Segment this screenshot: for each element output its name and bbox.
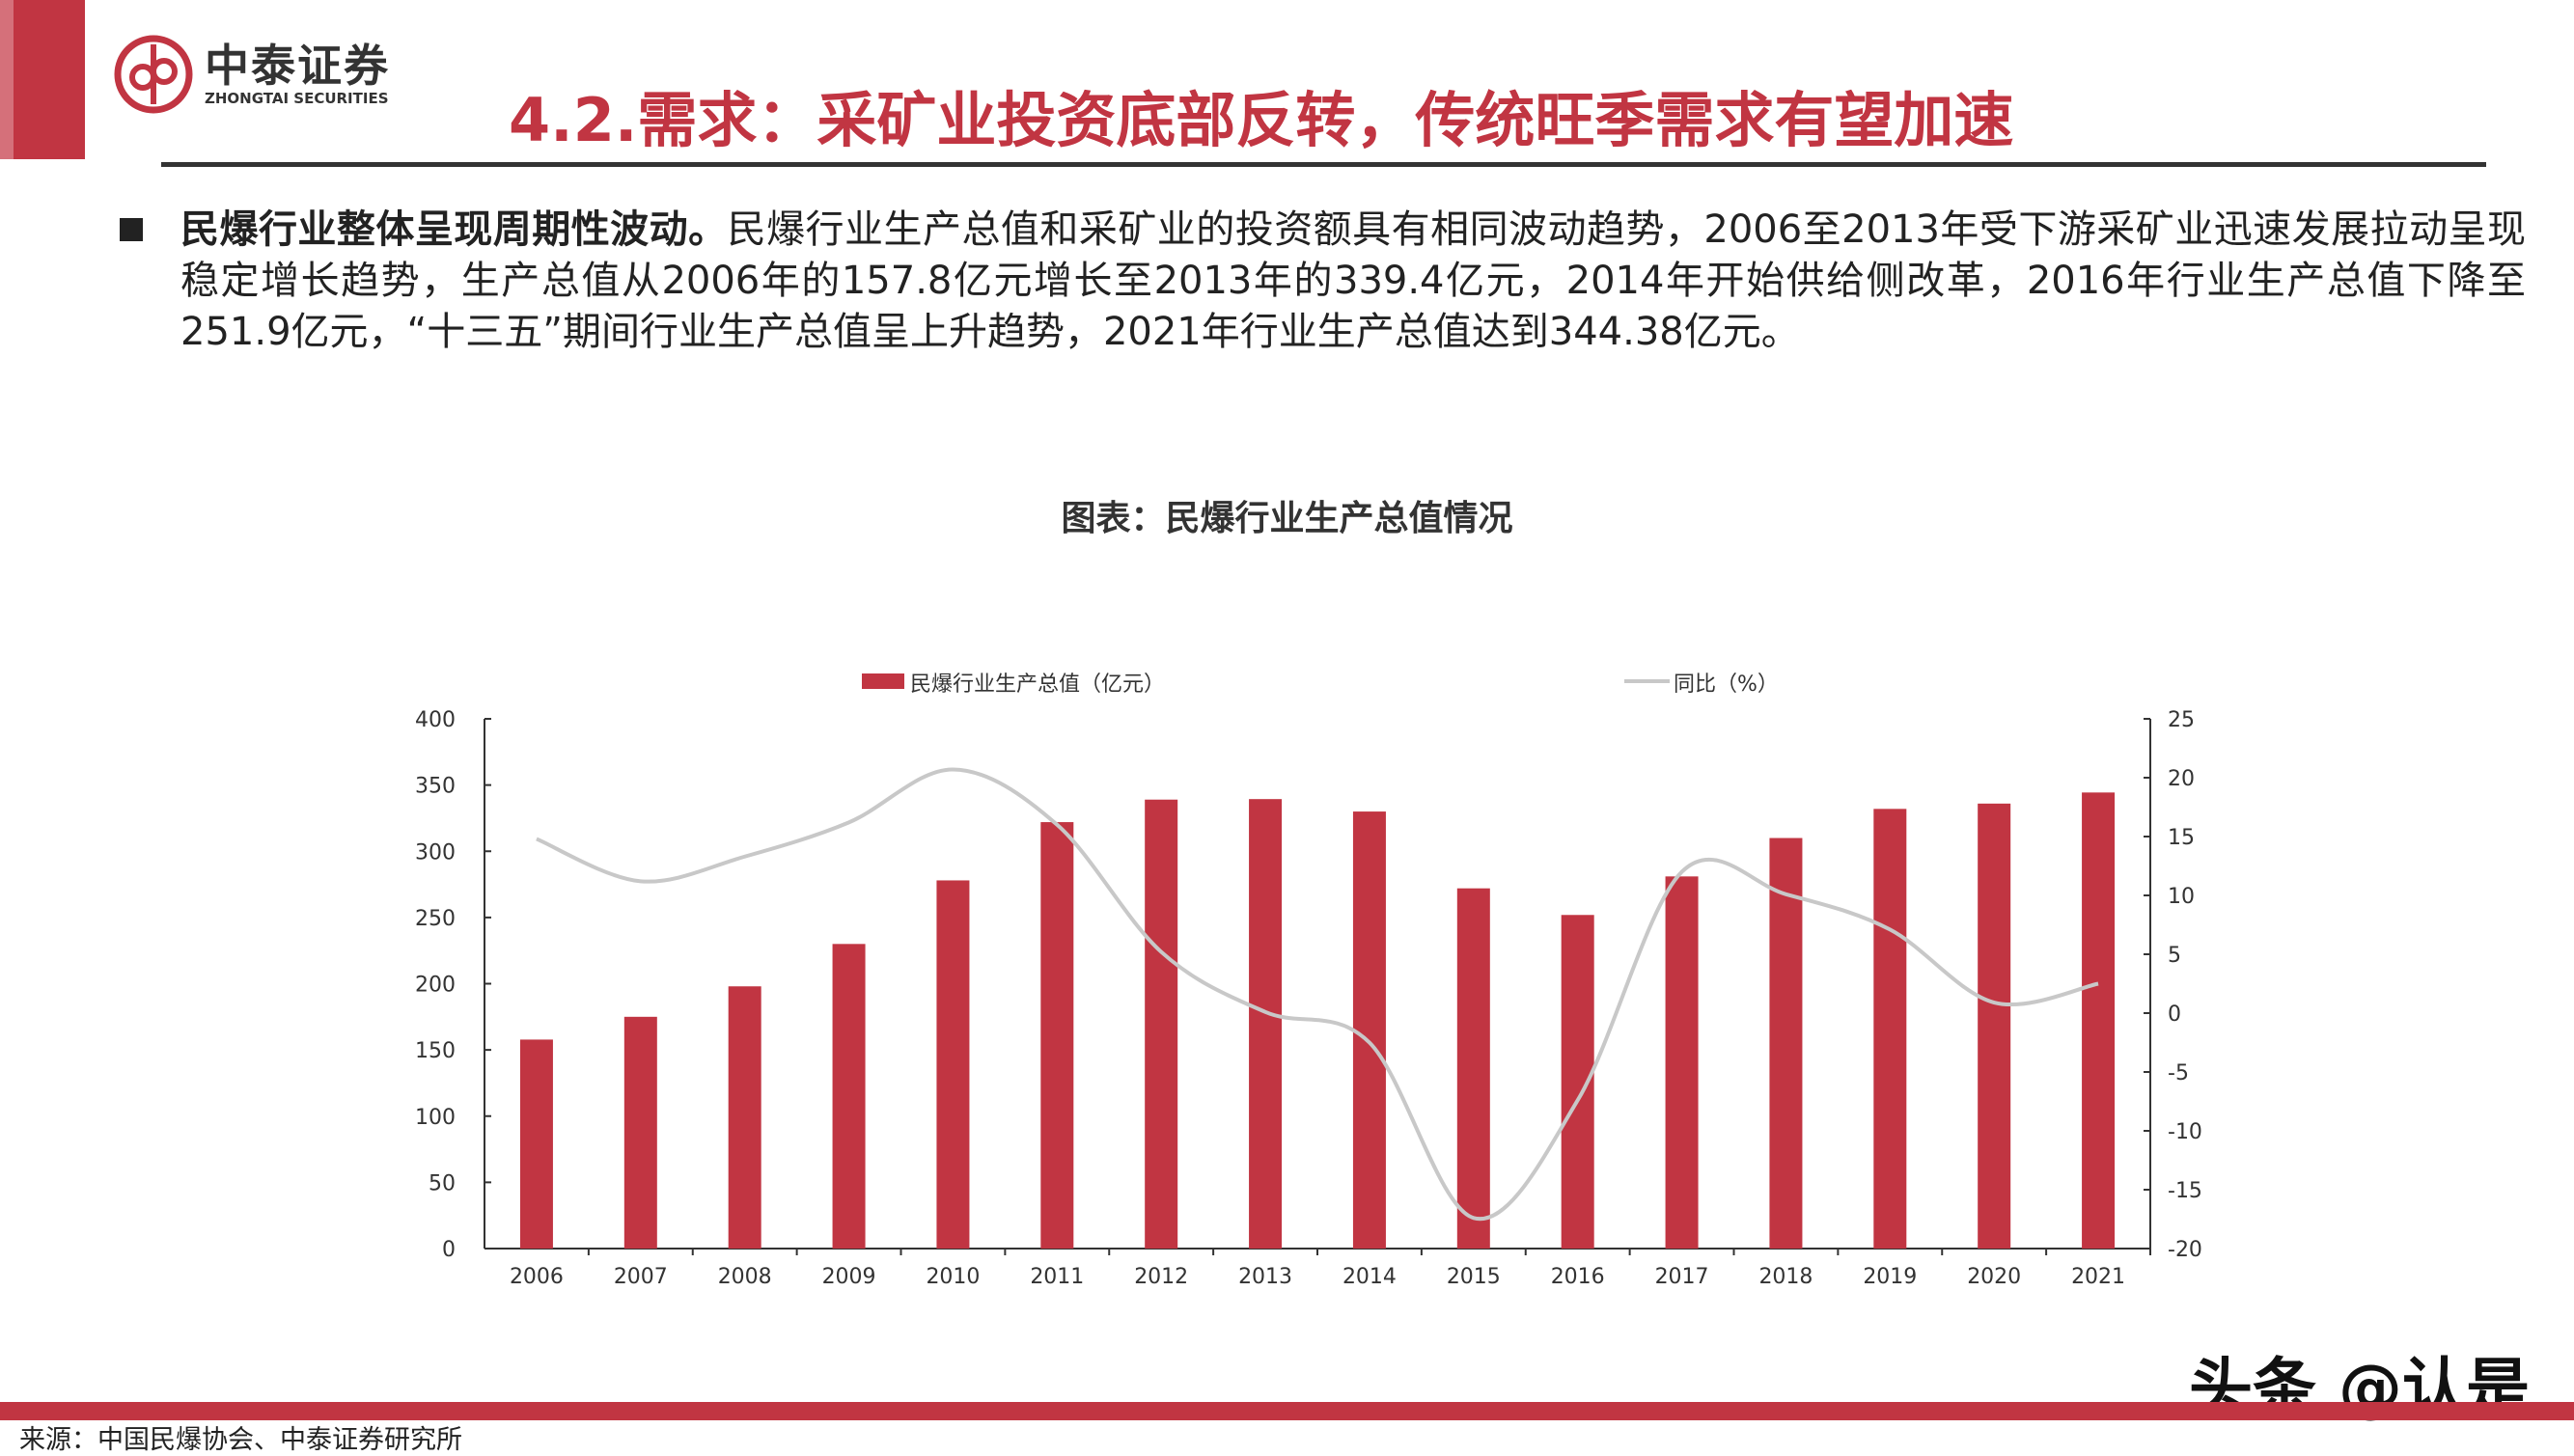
x-tick-label: 2010 (926, 1265, 980, 1289)
bar-2018 (1769, 838, 1802, 1249)
x-tick-label: 2020 (1967, 1265, 2021, 1289)
y-left-tick-label: 50 (429, 1171, 456, 1195)
yoy-line (537, 769, 2098, 1219)
x-tick-label: 2006 (510, 1265, 564, 1289)
y-left-tick-label: 250 (415, 907, 456, 931)
bar-2008 (729, 986, 761, 1249)
bar-2012 (1145, 800, 1177, 1249)
y-right-tick-label: 5 (2168, 944, 2181, 968)
y-left-tick-label: 350 (415, 775, 456, 799)
x-tick-label: 2009 (822, 1265, 876, 1289)
x-tick-label: 2011 (1030, 1265, 1084, 1289)
y-left-tick-label: 200 (415, 974, 456, 998)
y-right-tick-label: 15 (2168, 826, 2195, 850)
y-right-tick-label: 0 (2168, 1003, 2181, 1027)
y-right-tick-label: 25 (2168, 708, 2195, 732)
bar-2006 (520, 1039, 553, 1249)
x-tick-label: 2008 (718, 1265, 772, 1289)
bar-2019 (1873, 809, 1906, 1249)
y-left-tick-label: 150 (415, 1039, 456, 1063)
x-tick-label: 2021 (2071, 1265, 2125, 1289)
y-right-tick-label: -20 (2168, 1238, 2202, 1262)
x-tick-label: 2019 (1863, 1265, 1917, 1289)
y-left-tick-label: 300 (415, 840, 456, 865)
y-right-tick-label: -10 (2168, 1120, 2202, 1144)
bar-2020 (1978, 804, 2010, 1249)
legend-line-label: 同比（%） (1674, 673, 1779, 697)
y-right-tick-label: 10 (2168, 885, 2195, 909)
y-right-tick-label: 20 (2168, 767, 2195, 791)
legend: 民爆行业生产总值（亿元） 同比（%） (862, 673, 1779, 697)
bar-2013 (1249, 799, 1282, 1249)
y-right-tick-label: -15 (2168, 1179, 2202, 1203)
x-tick-label: 2013 (1238, 1265, 1292, 1289)
x-tick-label: 2018 (1758, 1265, 1813, 1289)
bar-2014 (1353, 811, 1386, 1249)
bar-2009 (833, 944, 866, 1249)
bar-2021 (2082, 792, 2115, 1249)
source-note: 来源：中国民爆协会、中泰证券研究所 (19, 1418, 462, 1456)
chart: 民爆行业生产总值（亿元） 同比（%） 050100150200250300350… (0, 0, 2574, 1351)
x-tick-label: 2012 (1134, 1265, 1188, 1289)
y-right-tick-label: -5 (2168, 1061, 2189, 1085)
bar-2011 (1040, 822, 1073, 1249)
bar-2010 (936, 880, 969, 1249)
bar-2017 (1666, 876, 1699, 1249)
y-left-tick-label: 100 (415, 1106, 456, 1130)
x-tick-label: 2007 (614, 1265, 668, 1289)
bar-2015 (1457, 889, 1490, 1249)
y-left-tick-label: 0 (442, 1238, 456, 1262)
legend-bar-label: 民爆行业生产总值（亿元） (910, 673, 1165, 697)
x-tick-label: 2014 (1342, 1265, 1397, 1289)
x-tick-label: 2016 (1551, 1265, 1605, 1289)
bar-2007 (624, 1017, 657, 1249)
x-tick-label: 2017 (1655, 1265, 1709, 1289)
legend-bar-swatch (862, 673, 904, 689)
y-left-tick-label: 400 (415, 708, 456, 732)
x-tick-label: 2015 (1447, 1265, 1501, 1289)
